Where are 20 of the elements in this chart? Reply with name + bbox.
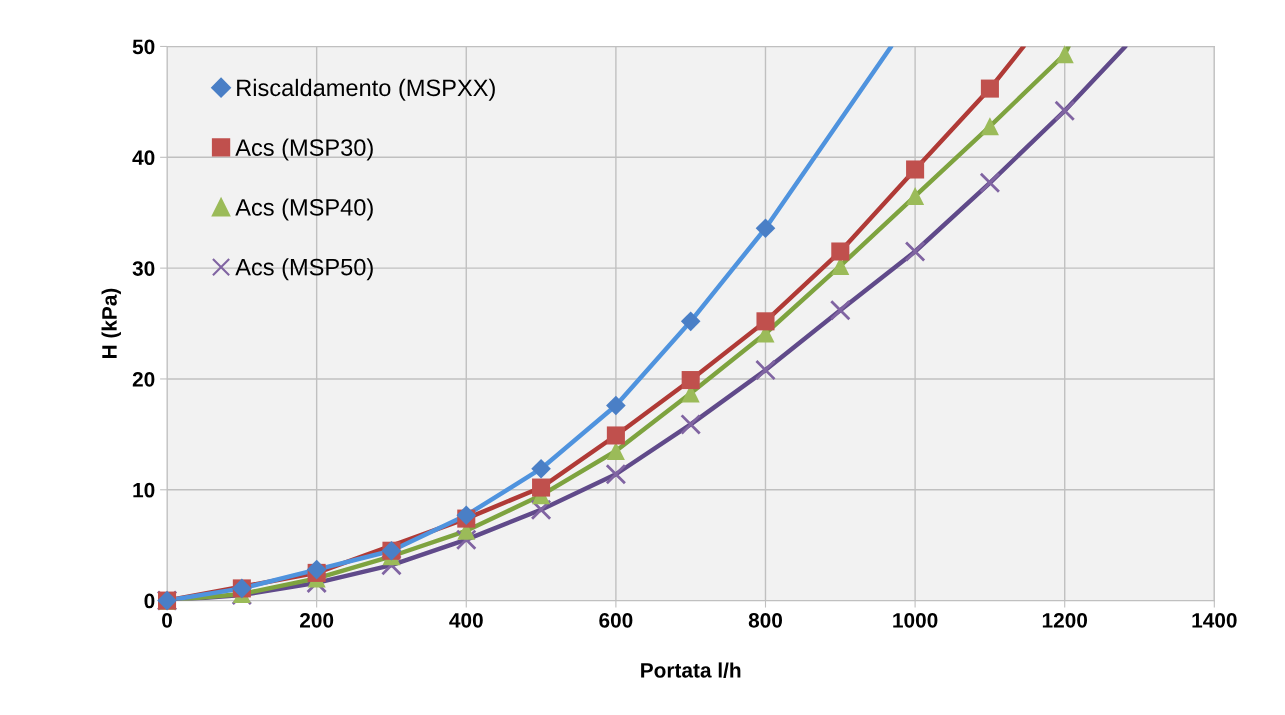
- legend-label: Acs (MSP30): [235, 138, 373, 161]
- x-tick-label: 400: [449, 612, 483, 628]
- x-tick-label: 600: [599, 612, 633, 628]
- legend-label: Riscaldamento (MSPXX): [237, 78, 495, 101]
- y-tick-label: 30: [132, 261, 155, 276]
- y-tick-label: 10: [133, 482, 155, 498]
- y-tick-label: 20: [132, 371, 155, 387]
- legend-label: Acs (MSP40): [235, 198, 373, 221]
- x-tick-label: 1400: [1192, 612, 1237, 628]
- x-tick-label: 800: [748, 612, 783, 628]
- y-axis-title: H (kPa): [101, 288, 121, 359]
- y-tick-label: 50: [132, 39, 155, 55]
- x-axis-title: Portata l/h: [641, 662, 741, 678]
- x-tick-label: 0: [162, 612, 172, 628]
- x-tick-label: 1200: [1042, 612, 1088, 628]
- y-tick-label: 40: [132, 150, 155, 166]
- x-tick-label: 1000: [893, 612, 938, 628]
- y-tick-label: 0: [144, 593, 155, 609]
- x-tick-label: 200: [300, 612, 334, 628]
- legend-label: Acs (MSP50): [235, 258, 373, 281]
